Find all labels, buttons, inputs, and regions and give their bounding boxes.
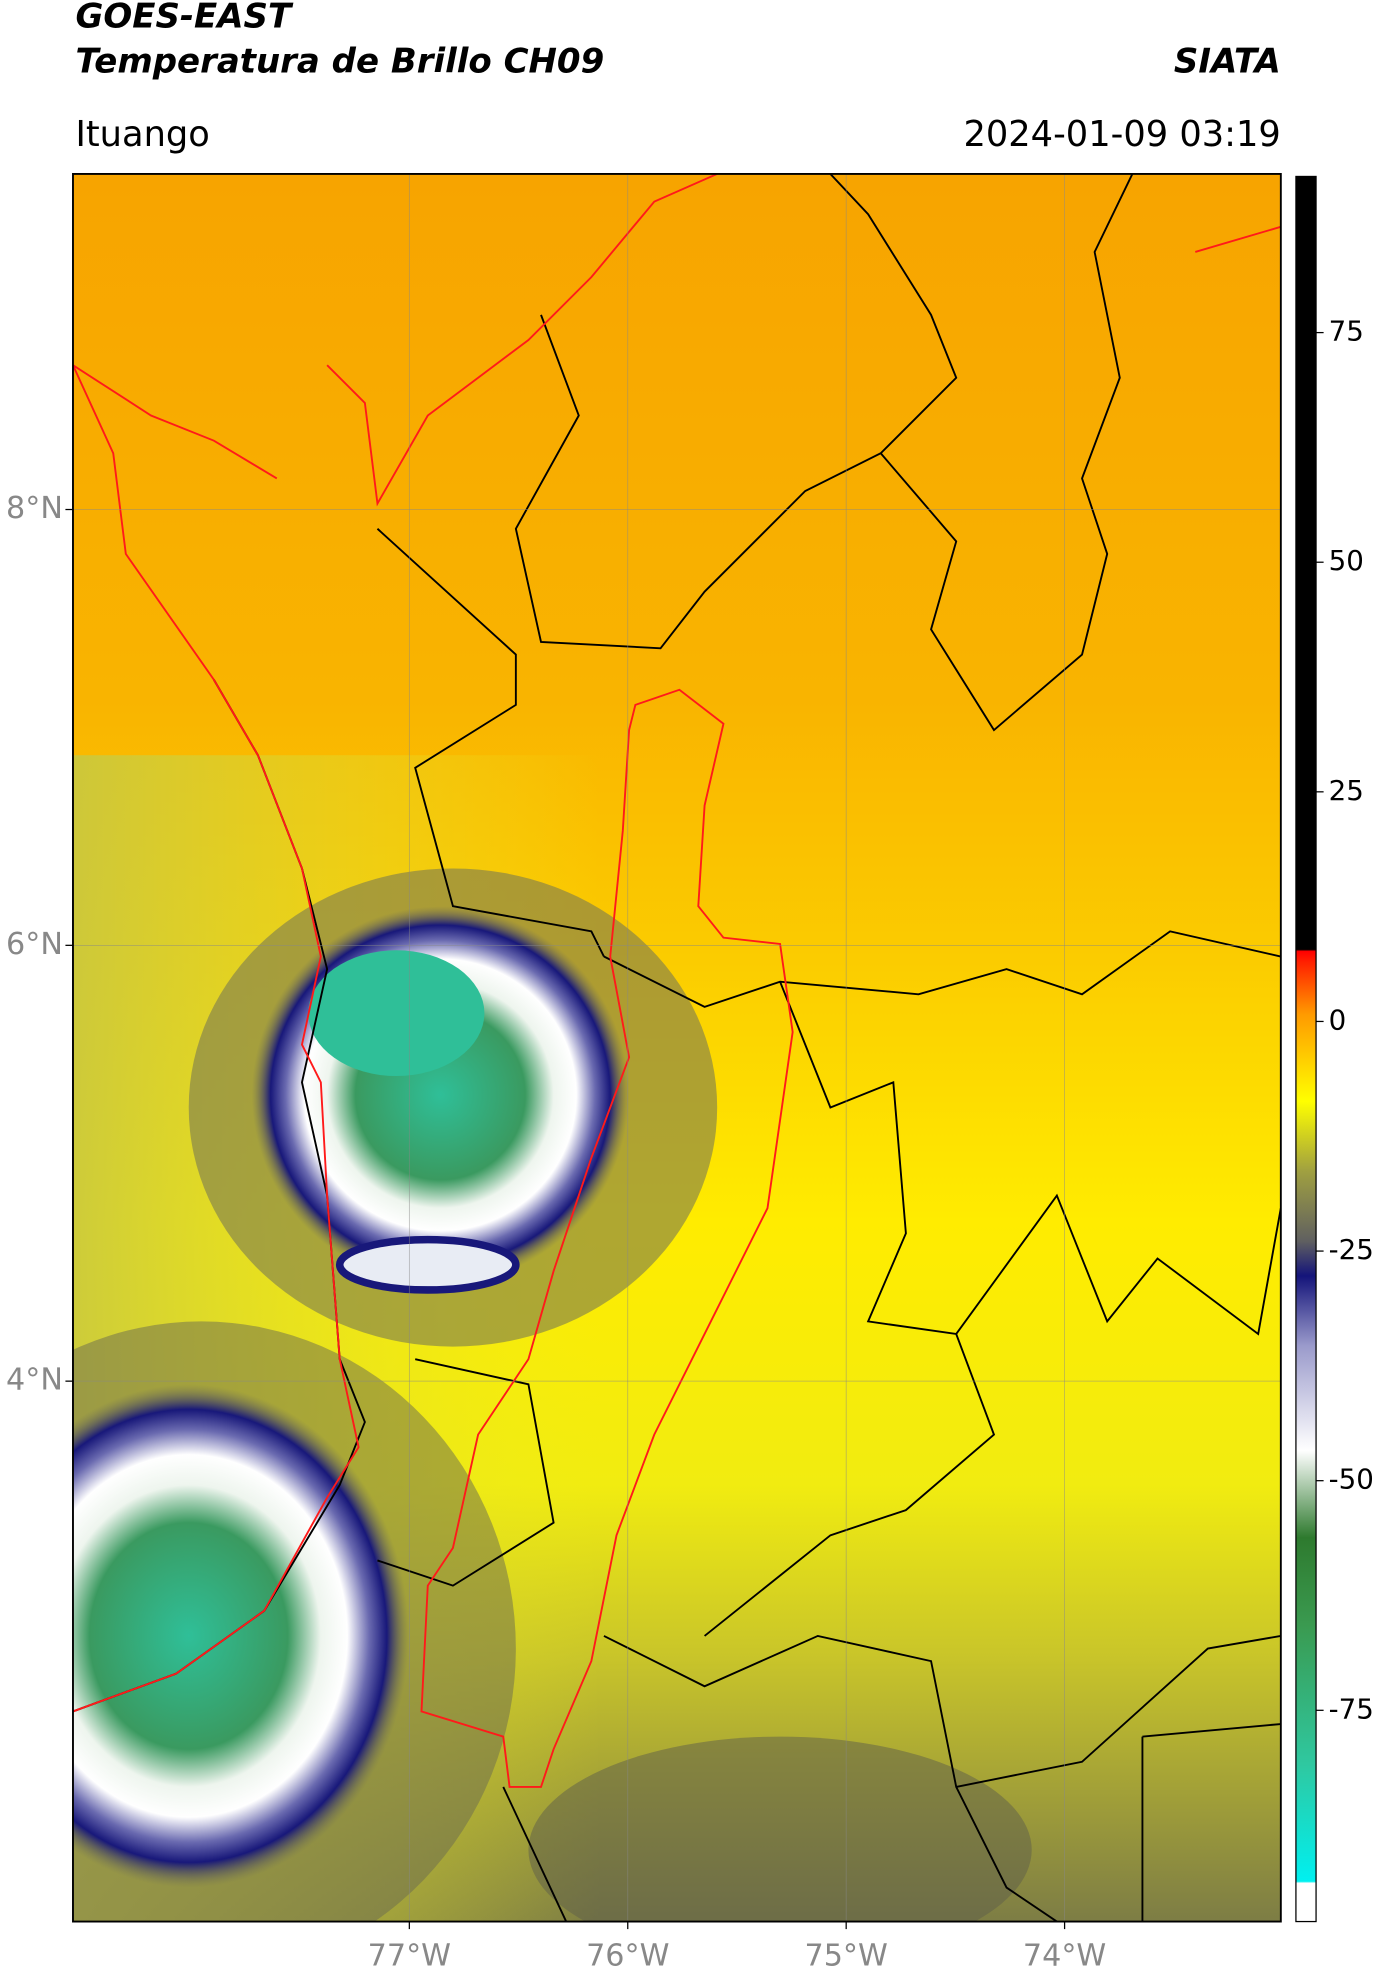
x-tick-label: 74°W xyxy=(1023,1938,1106,1973)
colorbar-tick-label: -50 xyxy=(1329,1463,1374,1496)
product: Temperatura de Brillo CH09 xyxy=(75,42,604,82)
region: Ituango xyxy=(75,114,209,155)
source: SIATA xyxy=(1174,42,1281,82)
y-tick-label: 6°N xyxy=(6,927,63,962)
colorbar-tick-label: 50 xyxy=(1329,544,1364,577)
y-tick-label: 8°N xyxy=(6,491,63,526)
colorbar xyxy=(1295,175,1317,1923)
colorbar-tick-label: 0 xyxy=(1329,1003,1347,1036)
colorbar-tick-label: 75 xyxy=(1329,315,1364,348)
colorbar-tick-label: 25 xyxy=(1329,774,1364,807)
x-tick-label: 76°W xyxy=(586,1938,669,1973)
map-frame xyxy=(72,172,1282,1923)
x-tick-label: 75°W xyxy=(804,1938,887,1973)
y-tick-label: 4°N xyxy=(6,1363,63,1398)
satellite-image xyxy=(72,173,1281,1922)
colorbar-tick-label: -25 xyxy=(1329,1233,1374,1266)
colorbar-tick-label: -75 xyxy=(1329,1692,1374,1725)
x-tick-label: 77°W xyxy=(368,1938,451,1973)
satellite: GOES-EAST xyxy=(75,0,293,36)
datetime: 2024-01-09 03:19 xyxy=(963,114,1280,155)
